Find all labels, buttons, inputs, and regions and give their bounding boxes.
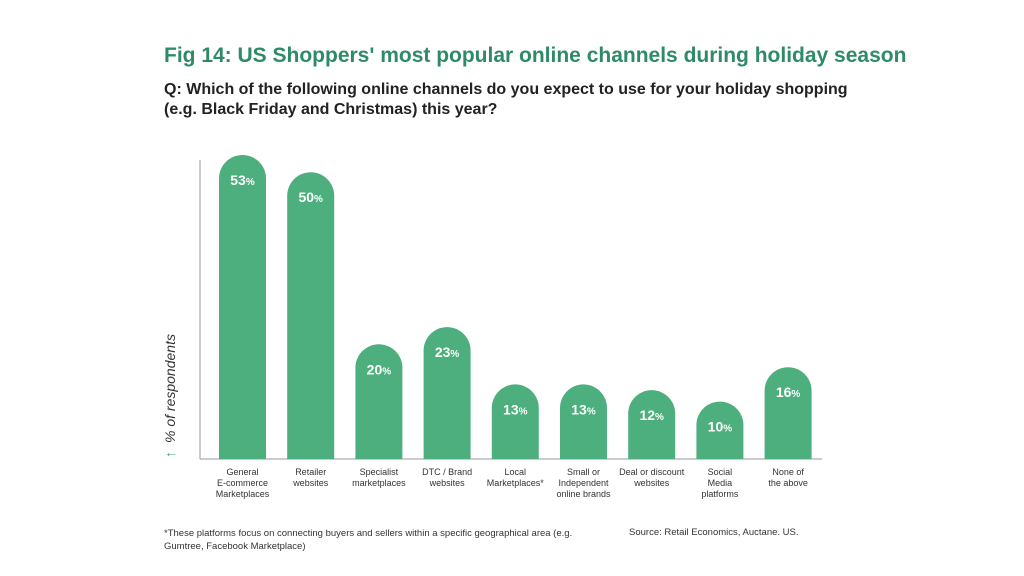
bar-5 [491,384,539,459]
value-label-5: 13% [503,401,528,417]
category-label-2: Retailer websites [292,467,329,488]
chart-title: Fig 14: US Shoppers' most popular online… [164,44,907,67]
category-label-3: Specialist marketplaces [352,467,406,488]
category-label-4: DTC / Brand websites [422,467,472,488]
bar-9 [764,367,812,459]
bar-3 [355,344,403,459]
bar-7 [628,390,676,459]
category-label-1: General E-commerce Marketplaces [216,467,270,499]
value-label-7: 12% [639,407,664,423]
value-label-3: 20% [367,361,392,377]
value-label-4: 23% [435,344,460,360]
category-label-5: Local Marketplaces* [487,467,545,488]
category-label-8: Social Media platforms [701,467,739,499]
bar-1 [219,155,266,459]
value-label-1: 53% [230,172,255,188]
survey-question: Q: Which of the following online channel… [164,81,848,118]
value-label-8: 10% [708,419,733,435]
bar-2 [287,172,335,459]
value-label-6: 13% [571,401,596,417]
bar-6 [560,384,607,459]
y-axis-label-text: % of respondents [162,334,178,443]
bars-layer: 53% 50% 20% 23% 13% 13% 12% 10% 16% [219,155,812,459]
up-arrow-icon: ↑ [162,451,178,458]
category-label-9: None of the above [768,467,808,488]
footnote: *These platforms focus on connecting buy… [164,528,573,552]
value-label-2: 50% [298,189,323,205]
y-axis-label: ↑ % of respondents [162,334,178,458]
category-label-7: Deal or discount websites [619,467,685,488]
bar-8 [696,401,744,459]
bar-4 [423,327,471,459]
value-label-9: 16% [776,384,801,400]
category-labels-layer: General E-commerce Marketplaces Retailer web… [216,467,808,499]
source-note: Source: Retail Economics, Auctane. US. [629,527,799,538]
category-label-6: Small or Independent online brands [556,467,611,499]
